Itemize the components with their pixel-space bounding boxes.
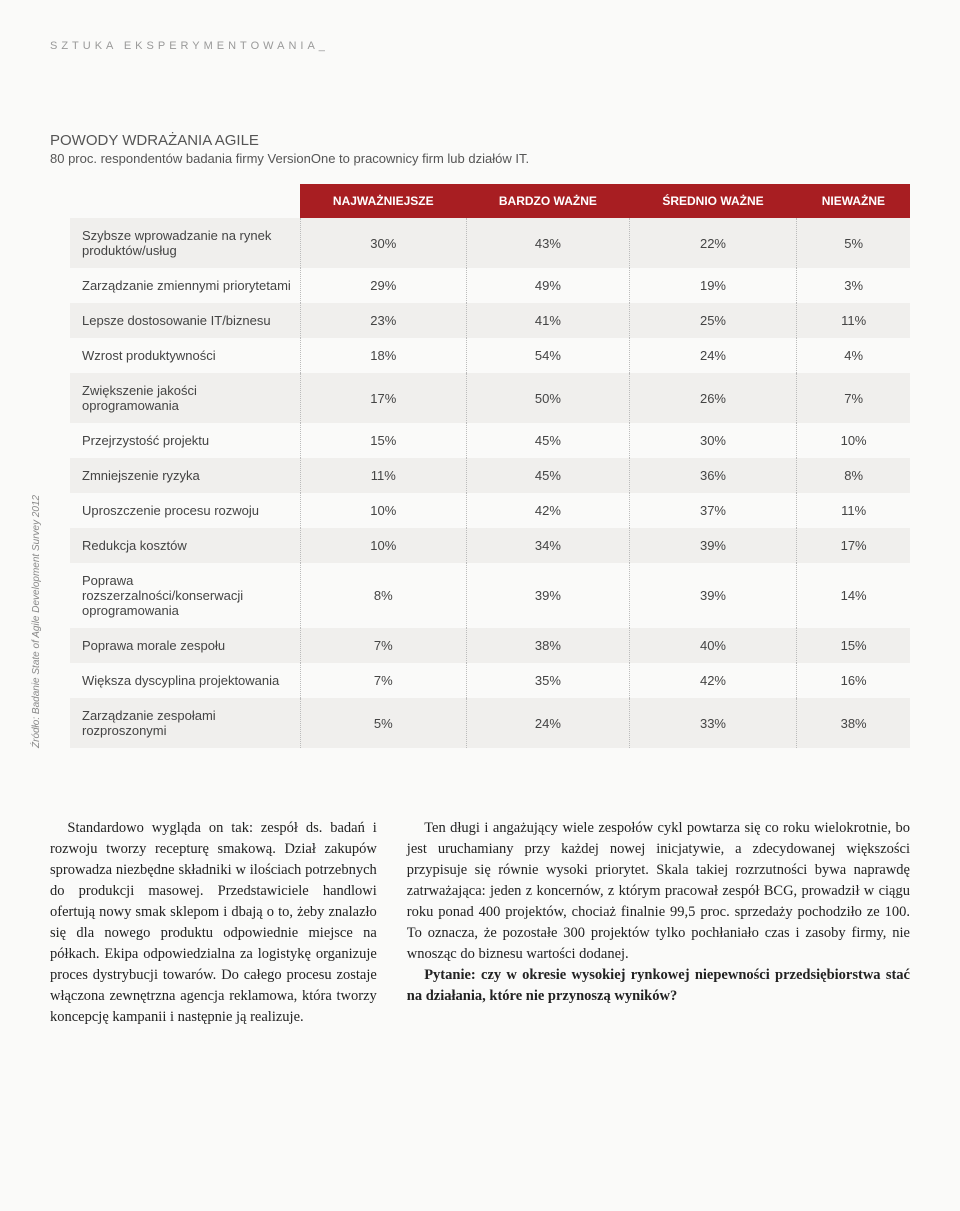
body-right-column: Ten długi i angażujący wiele zespołów cy…	[407, 818, 910, 1028]
cell-value: 5%	[797, 218, 910, 268]
table-row: Wzrost produktywności18%54%24%4%	[70, 338, 910, 373]
cell-value: 4%	[797, 338, 910, 373]
cell-value: 39%	[629, 528, 796, 563]
table-row: Redukcja kosztów10%34%39%17%	[70, 528, 910, 563]
cell-value: 33%	[629, 698, 796, 748]
cell-value: 8%	[300, 563, 467, 628]
header-srednio-wazne: ŚREDNIO WAŻNE	[629, 184, 796, 218]
row-label: Poprawa rozszerzalności/konserwacji opro…	[70, 563, 300, 628]
table-row: Poprawa rozszerzalności/konserwacji opro…	[70, 563, 910, 628]
row-label: Zarządzanie zespołami rozproszonymi	[70, 698, 300, 748]
row-label: Redukcja kosztów	[70, 528, 300, 563]
cell-value: 30%	[300, 218, 467, 268]
cell-value: 39%	[467, 563, 630, 628]
cell-value: 8%	[797, 458, 910, 493]
cell-value: 40%	[629, 628, 796, 663]
table-row: Zarządzanie zespołami rozproszonymi5%24%…	[70, 698, 910, 748]
body-left-column: Standardowo wygląda on tak: zespół ds. b…	[50, 818, 377, 1028]
cell-value: 5%	[300, 698, 467, 748]
cell-value: 38%	[467, 628, 630, 663]
table-row: Lepsze dostosowanie IT/biznesu23%41%25%1…	[70, 303, 910, 338]
table-row: Zwiększenie jakości oprogramowania17%50%…	[70, 373, 910, 423]
header-bardzo-wazne: BARDZO WAŻNE	[467, 184, 630, 218]
cell-value: 19%	[629, 268, 796, 303]
right-paragraph-2-bold: Pytanie: czy w okresie wysokiej rynkowej…	[407, 967, 910, 1004]
cell-value: 25%	[629, 303, 796, 338]
cell-value: 50%	[467, 373, 630, 423]
cell-value: 37%	[629, 493, 796, 528]
body-text: Standardowo wygląda on tak: zespół ds. b…	[50, 818, 910, 1028]
cell-value: 11%	[300, 458, 467, 493]
chart-source: Źródło: Badanie State of Agile Developme…	[31, 495, 42, 748]
cell-value: 39%	[629, 563, 796, 628]
header-niewazne: NIEWAŻNE	[797, 184, 910, 218]
left-paragraph-1: Standardowo wygląda on tak: zespół ds. b…	[50, 818, 377, 1028]
section-header: SZTUKA EKSPERYMENTOWANIA_	[50, 40, 910, 52]
cell-value: 11%	[797, 493, 910, 528]
cell-value: 17%	[797, 528, 910, 563]
cell-value: 23%	[300, 303, 467, 338]
cell-value: 42%	[467, 493, 630, 528]
row-label: Poprawa morale zespołu	[70, 628, 300, 663]
row-label: Szybsze wprowadzanie na rynek produktów/…	[70, 218, 300, 268]
row-label: Zmniejszenie ryzyka	[70, 458, 300, 493]
row-label: Uproszczenie procesu rozwoju	[70, 493, 300, 528]
cell-value: 36%	[629, 458, 796, 493]
cell-value: 18%	[300, 338, 467, 373]
right-paragraph-1: Ten długi i angażujący wiele zespołów cy…	[407, 818, 910, 965]
chart-subtitle: 80 proc. respondentów badania firmy Vers…	[50, 151, 910, 166]
cell-value: 17%	[300, 373, 467, 423]
table-row: Zarządzanie zmiennymi priorytetami29%49%…	[70, 268, 910, 303]
cell-value: 10%	[300, 528, 467, 563]
cell-value: 15%	[797, 628, 910, 663]
cell-value: 41%	[467, 303, 630, 338]
cell-value: 3%	[797, 268, 910, 303]
cell-value: 26%	[629, 373, 796, 423]
cell-value: 22%	[629, 218, 796, 268]
table-row: Przejrzystość projektu15%45%30%10%	[70, 423, 910, 458]
row-label: Wzrost produktywności	[70, 338, 300, 373]
header-najwazniejsze: NAJWAŻNIEJSZE	[300, 184, 467, 218]
table-row: Uproszczenie procesu rozwoju10%42%37%11%	[70, 493, 910, 528]
cell-value: 7%	[797, 373, 910, 423]
cell-value: 16%	[797, 663, 910, 698]
table-row: Zmniejszenie ryzyka11%45%36%8%	[70, 458, 910, 493]
row-label: Zarządzanie zmiennymi priorytetami	[70, 268, 300, 303]
row-label: Zwiększenie jakości oprogramowania	[70, 373, 300, 423]
row-label: Większa dyscyplina projektowania	[70, 663, 300, 698]
table-row: Poprawa morale zespołu7%38%40%15%	[70, 628, 910, 663]
cell-value: 34%	[467, 528, 630, 563]
table-row: Większa dyscyplina projektowania7%35%42%…	[70, 663, 910, 698]
cell-value: 11%	[797, 303, 910, 338]
cell-value: 24%	[467, 698, 630, 748]
cell-value: 10%	[797, 423, 910, 458]
cell-value: 54%	[467, 338, 630, 373]
cell-value: 29%	[300, 268, 467, 303]
cell-value: 30%	[629, 423, 796, 458]
cell-value: 7%	[300, 628, 467, 663]
cell-value: 24%	[629, 338, 796, 373]
cell-value: 42%	[629, 663, 796, 698]
cell-value: 45%	[467, 423, 630, 458]
table-wrapper: Źródło: Badanie State of Agile Developme…	[50, 184, 910, 748]
cell-value: 10%	[300, 493, 467, 528]
cell-value: 35%	[467, 663, 630, 698]
chart-title: POWODY WDRAŻANIA AGILE	[50, 132, 910, 149]
table-header-row: NAJWAŻNIEJSZE BARDZO WAŻNE ŚREDNIO WAŻNE…	[70, 184, 910, 218]
cell-value: 7%	[300, 663, 467, 698]
table-row: Szybsze wprowadzanie na rynek produktów/…	[70, 218, 910, 268]
cell-value: 43%	[467, 218, 630, 268]
cell-value: 14%	[797, 563, 910, 628]
row-label: Przejrzystość projektu	[70, 423, 300, 458]
cell-value: 38%	[797, 698, 910, 748]
right-paragraph-2: Pytanie: czy w okresie wysokiej rynkowej…	[407, 965, 910, 1007]
cell-value: 45%	[467, 458, 630, 493]
header-empty	[70, 184, 300, 218]
cell-value: 15%	[300, 423, 467, 458]
row-label: Lepsze dostosowanie IT/biznesu	[70, 303, 300, 338]
cell-value: 49%	[467, 268, 630, 303]
agile-reasons-table: NAJWAŻNIEJSZE BARDZO WAŻNE ŚREDNIO WAŻNE…	[70, 184, 910, 748]
